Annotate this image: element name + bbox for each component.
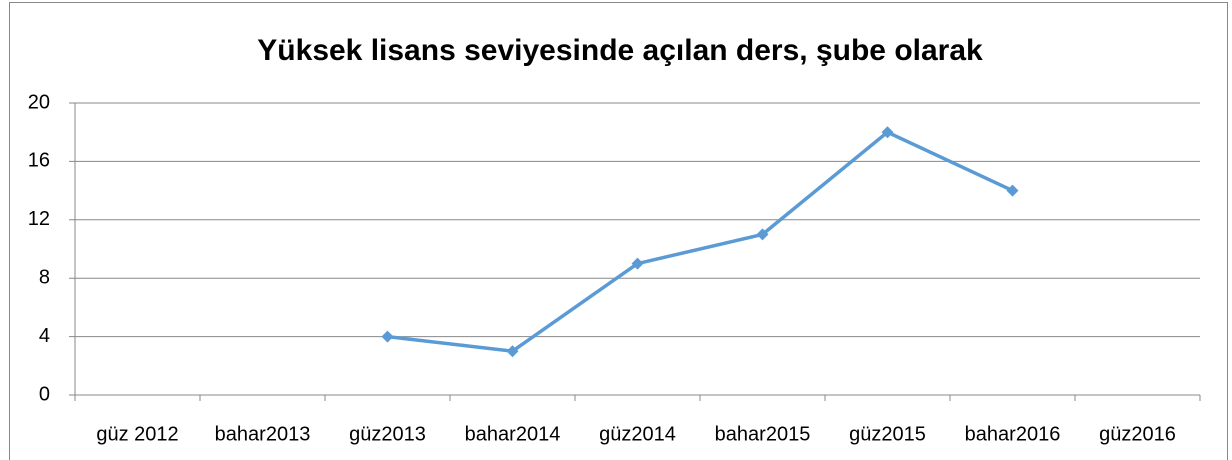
x-tick-label: güz2015 <box>849 423 926 445</box>
point-marker <box>881 126 894 139</box>
x-tick-label: güz2013 <box>349 423 426 445</box>
point-marker <box>1006 184 1019 197</box>
chart-border <box>9 2 1228 460</box>
y-tick-label: 12 <box>28 208 50 230</box>
x-tick-label: bahar2015 <box>715 423 811 445</box>
y-tick-label: 0 <box>39 383 50 405</box>
y-tick-label: 4 <box>39 325 50 347</box>
x-tick-label: bahar2013 <box>215 423 311 445</box>
y-tick-label: 8 <box>39 266 50 288</box>
chart-title: Yüksek lisans seviyesinde açılan ders, ş… <box>257 34 983 67</box>
x-tick-label: bahar2014 <box>465 423 561 445</box>
point-marker <box>506 345 519 358</box>
point-marker <box>631 257 644 270</box>
y-tick-label: 16 <box>28 150 50 172</box>
series-line <box>387 130 1014 354</box>
x-tick-label: güz2014 <box>599 423 676 445</box>
x-tick-label: güz 2012 <box>96 423 178 445</box>
x-tick-label: güz2016 <box>1099 423 1176 445</box>
point-marker <box>756 228 769 241</box>
point-marker <box>381 330 394 343</box>
x-tick-label: bahar2016 <box>965 423 1061 445</box>
y-tick-label: 20 <box>28 91 50 113</box>
